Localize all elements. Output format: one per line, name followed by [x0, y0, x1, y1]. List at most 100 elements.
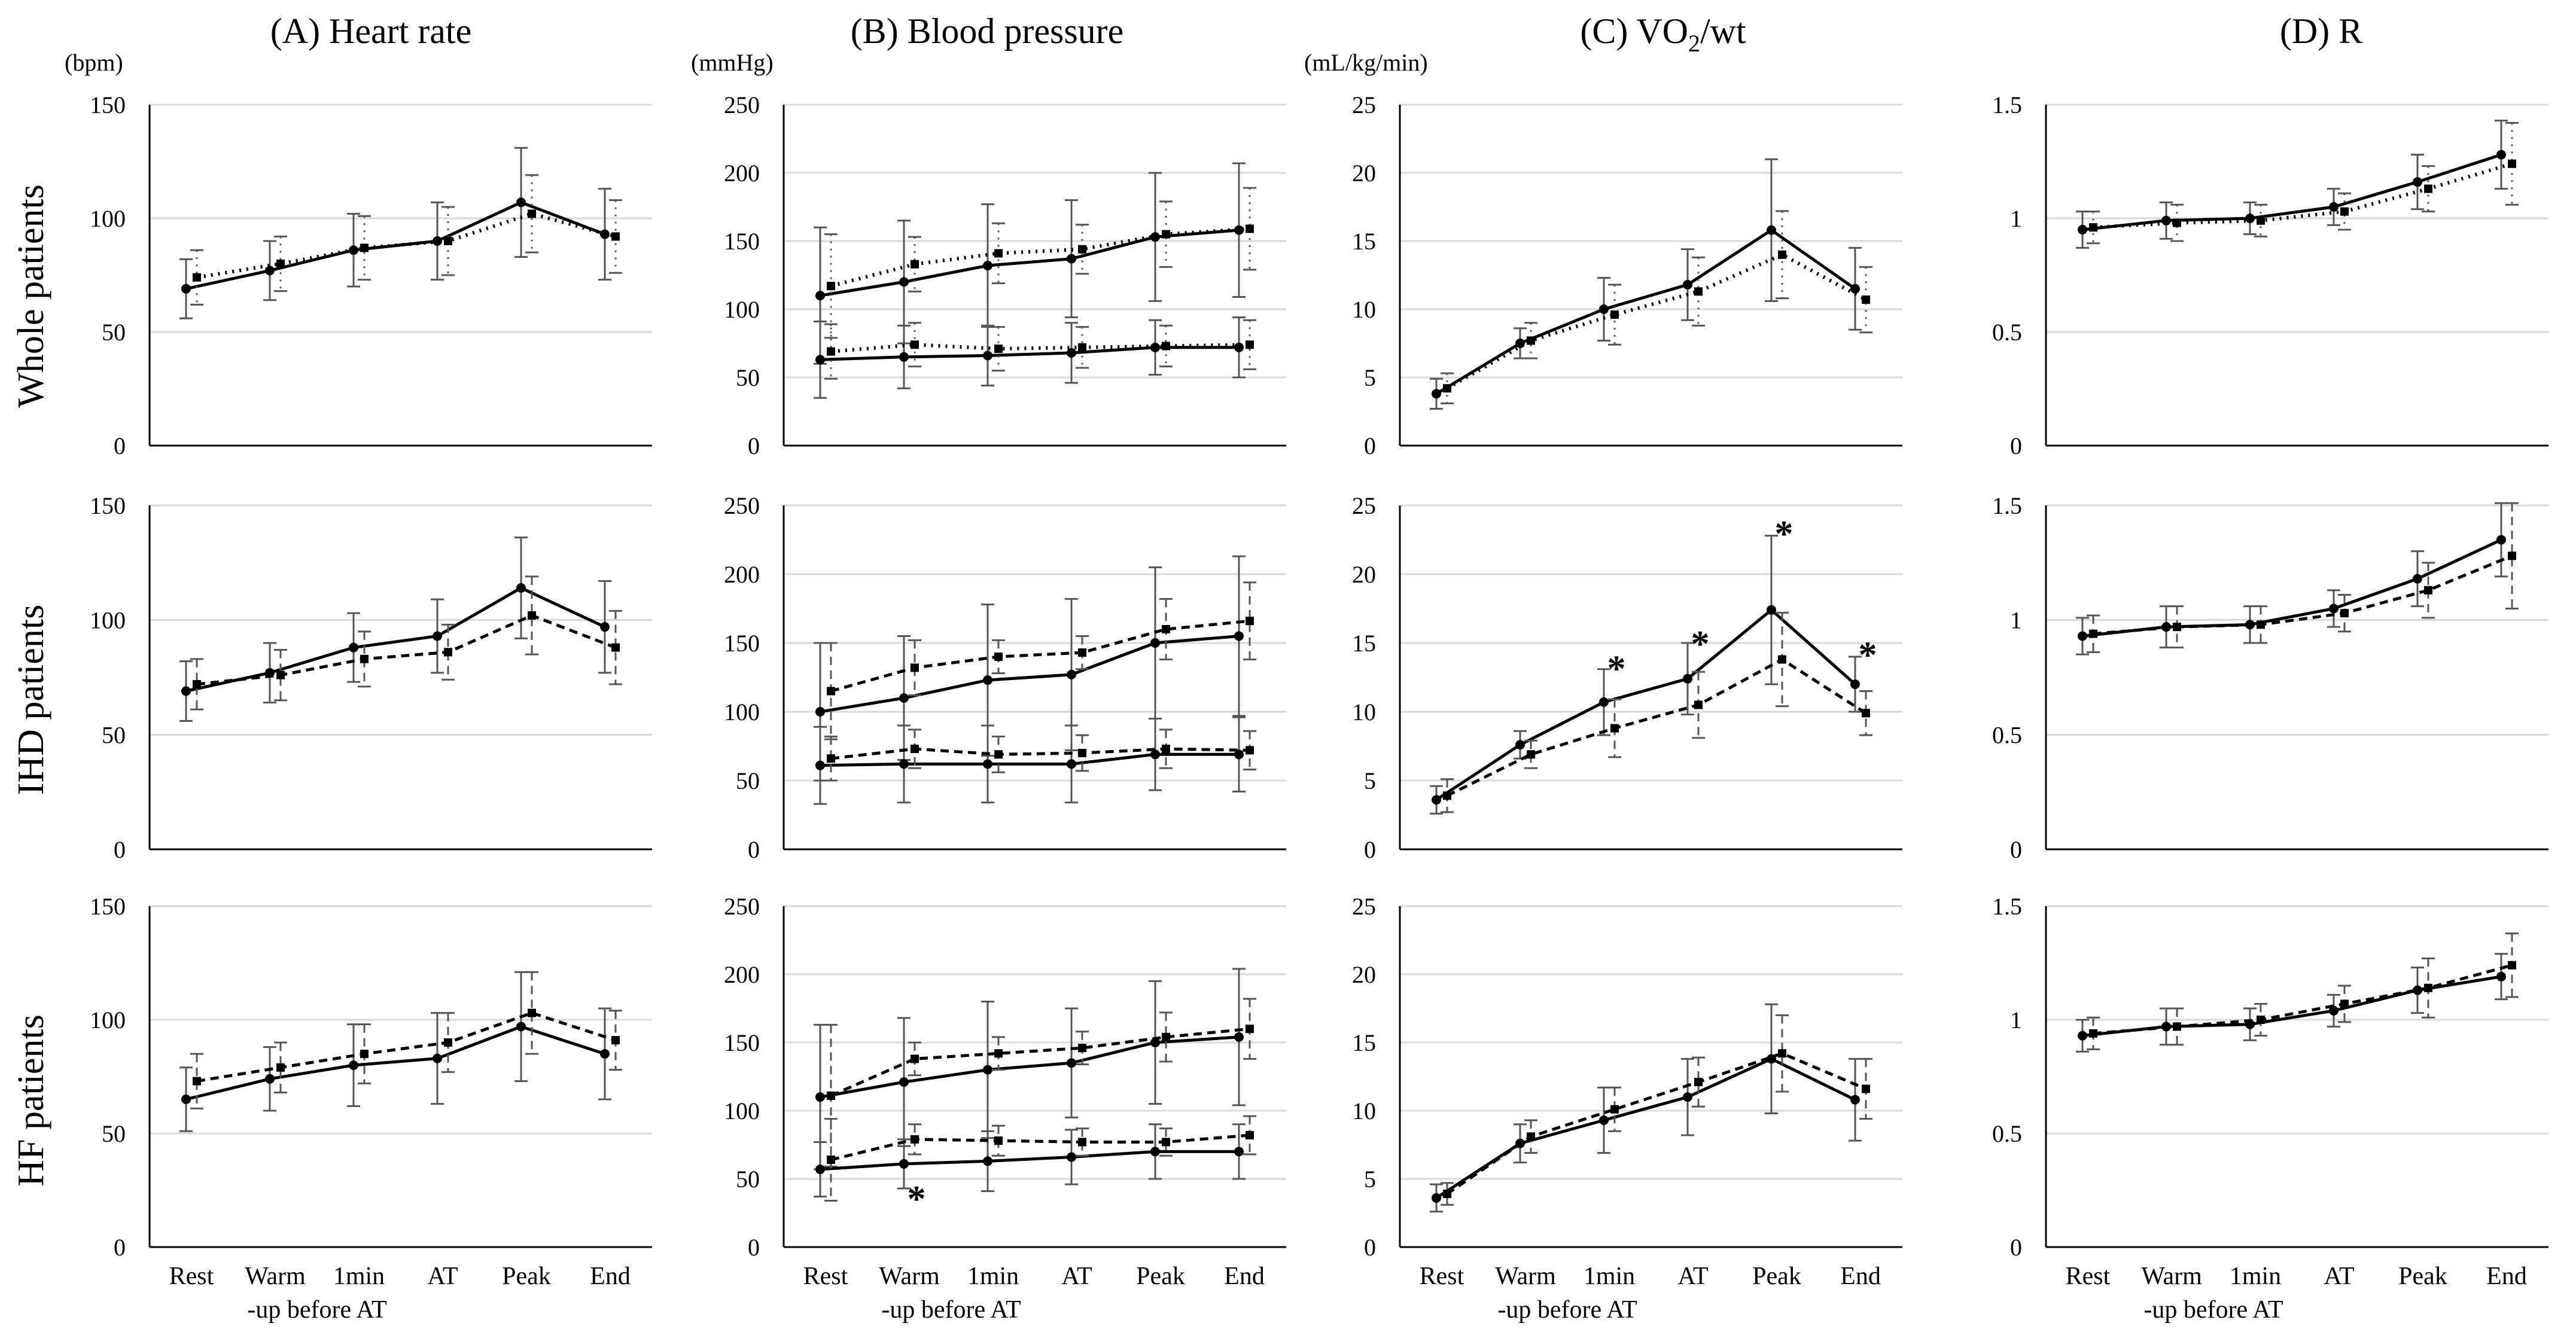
y-tick-label: 200: [724, 961, 760, 988]
data-point: [1234, 1147, 1244, 1157]
data-point: [265, 266, 275, 276]
data-point: [911, 1135, 919, 1144]
data-point: [349, 642, 358, 653]
y-tick-label: 50: [102, 721, 126, 748]
data-point: [276, 260, 285, 268]
data-point: [1162, 230, 1170, 239]
data-point: [1443, 1190, 1451, 1199]
data-point: [2078, 225, 2087, 234]
series-line: [2093, 161, 2513, 230]
vo2-title-subscript: 2: [1688, 30, 1700, 57]
data-point: [815, 1165, 825, 1175]
x-tick-label: 1min: [1584, 1263, 1635, 1290]
data-point: [911, 745, 919, 754]
data-point: [1862, 1084, 1870, 1093]
data-point: [528, 611, 536, 620]
data-point: [2173, 218, 2181, 227]
column-title-c: (C) VO2/wt: [1580, 11, 1746, 57]
data-point: [1234, 342, 1244, 352]
data-point: [911, 663, 919, 672]
panel-C2: 0 5 10 15 20 25 * * * *: [1352, 492, 1902, 863]
data-point: [2173, 623, 2181, 632]
data-point: [1234, 1032, 1244, 1042]
y-tick-label: 150: [724, 228, 760, 255]
data-point: [360, 654, 369, 663]
y-tick-label: 10: [1352, 699, 1376, 726]
data-point: [815, 760, 825, 770]
series-line: [185, 1025, 605, 1101]
data-point: [1767, 225, 1776, 235]
y-tick-label: 0: [114, 836, 126, 863]
data-point: [899, 693, 909, 703]
data-point: [827, 754, 835, 763]
x-tick-label: Warm: [2141, 1263, 2202, 1290]
data-point: [1162, 1032, 1170, 1041]
row-label-hf: HF patients: [11, 1014, 51, 1187]
x-tick-label: Rest: [2066, 1263, 2111, 1290]
y-tick-label: 0: [1364, 432, 1376, 459]
data-point: [2413, 985, 2422, 995]
data-point: [516, 583, 526, 593]
data-point: [1078, 245, 1086, 254]
x-tick-label: End: [1840, 1263, 1881, 1290]
x-tick-label: Peak: [1752, 1263, 1801, 1290]
data-point: [1778, 250, 1786, 259]
data-point: [1246, 1025, 1254, 1034]
panel-C3: 0 5 10 15 20 25: [1352, 893, 1902, 1261]
data-point: [827, 1156, 835, 1165]
data-point: [516, 197, 526, 208]
data-point: [2413, 574, 2422, 584]
data-point: [911, 340, 919, 349]
y-tick-label: 0.5: [1992, 721, 2022, 748]
x-tick-label-line2: -up before AT: [881, 1296, 1021, 1324]
x-tick-label: Warm: [245, 1263, 306, 1290]
data-point: [1067, 254, 1076, 264]
data-point: [827, 687, 835, 696]
series-line: [820, 635, 1240, 714]
data-point: [349, 1060, 358, 1070]
y-tick-label: 150: [724, 1029, 760, 1056]
series-line: [830, 1027, 1250, 1098]
panel-A2: 0 50 100 150: [90, 492, 652, 863]
data-point: [827, 282, 835, 291]
x-tick-label: Rest: [1420, 1263, 1464, 1290]
series-line: [830, 747, 1250, 760]
x-tick-label: Peak: [502, 1263, 551, 1290]
data-point: [827, 347, 835, 356]
y-tick-label: 50: [102, 319, 126, 346]
data-point: [983, 1156, 992, 1166]
data-point: [1246, 617, 1254, 626]
series-line: [820, 1035, 1240, 1099]
y-tick-label: 10: [1352, 1098, 1376, 1124]
y-tick-label: 0: [114, 432, 126, 459]
data-point: [2340, 999, 2349, 1008]
y-tick-label: 20: [1352, 961, 1376, 988]
data-point: [2161, 215, 2171, 225]
data-point: [899, 759, 909, 769]
data-point: [1234, 631, 1244, 641]
y-tick-label: 0: [748, 1234, 760, 1261]
data-point: [1850, 679, 1860, 689]
y-tick-label: 0.5: [1992, 1120, 2022, 1147]
panel-A3: 0 50 100 150: [90, 893, 652, 1261]
series-line: [185, 586, 606, 693]
data-point: [2508, 551, 2516, 560]
data-point: [1078, 343, 1086, 352]
data-point: [193, 1077, 201, 1086]
panel-B3: 0 50 100 150 200 250 *: [724, 893, 1286, 1261]
data-point: [1150, 232, 1160, 242]
data-point: [611, 643, 620, 652]
data-point: [994, 750, 1003, 759]
data-point: [516, 1022, 526, 1032]
data-point: [1067, 1152, 1076, 1162]
data-point: [1067, 759, 1076, 769]
y-tick-label: 5: [1364, 767, 1376, 794]
x-tick-label: 1min: [2230, 1263, 2281, 1290]
series-line: [830, 343, 1250, 353]
vo2-title-prefix: (C) VO: [1580, 11, 1688, 51]
data-point: [528, 209, 536, 218]
unit-mmhg: (mmHg): [691, 49, 774, 76]
y-tick-label: 0: [114, 1234, 126, 1261]
data-point: [899, 352, 909, 362]
series-line: [830, 227, 1250, 288]
